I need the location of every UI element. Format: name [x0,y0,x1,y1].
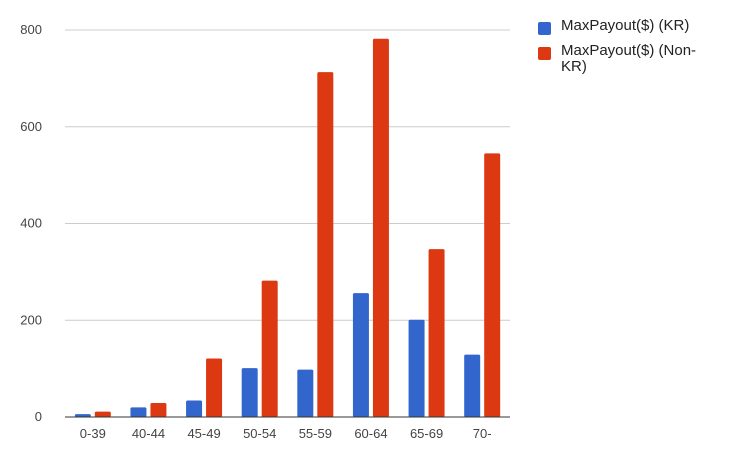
bar-non-kr[interactable] [150,402,167,417]
bar-non-kr[interactable] [94,411,111,417]
y-tick-label: 800 [20,22,42,37]
y-tick-label: 600 [20,119,42,134]
bar-non-kr[interactable] [372,38,389,418]
legend: MaxPayout($) (KR) MaxPayout($) (Non-KR) [538,18,738,83]
bar-kr[interactable] [464,354,481,417]
y-tick-label: 0 [35,409,42,424]
legend-label-kr: MaxPayout($) (KR) [561,17,690,34]
x-tick-label: 65-69 [410,426,443,441]
y-axis-tick-labels: 0 200 400 600 800 [20,22,42,424]
x-tick-label: 55-59 [299,426,332,441]
bar-kr[interactable] [352,293,369,417]
x-tick-label: 60-64 [354,426,387,441]
legend-swatch-kr [538,22,551,35]
bar-non-kr[interactable] [206,358,223,417]
legend-swatch-non-kr [538,47,551,60]
y-tick-label: 400 [20,216,42,231]
bar-non-kr[interactable] [261,280,278,417]
bar-non-kr[interactable] [317,72,334,418]
x-tick-label: 50-54 [243,426,276,441]
legend-label-non-kr: MaxPayout($) (Non-KR) [561,42,697,75]
legend-item-non-kr[interactable]: MaxPayout($) (Non-KR) [538,43,738,75]
x-tick-label: 0-39 [80,426,106,441]
bar-non-kr[interactable] [484,153,501,417]
bar-non-kr[interactable] [428,249,445,417]
x-tick-label: 40-44 [132,426,165,441]
bar-kr[interactable] [74,414,91,417]
bar-kr[interactable] [408,319,425,417]
bar-kr[interactable] [130,407,147,417]
x-tick-label: 45-49 [187,426,220,441]
bars [74,38,501,418]
x-axis-tick-labels: 0-39 40-44 45-49 50-54 55-59 60-64 65-69 70- [80,426,492,441]
bar-kr[interactable] [297,369,314,417]
legend-item-kr[interactable]: MaxPayout($) (KR) [538,18,738,35]
y-tick-label: 200 [20,312,42,327]
bar-kr[interactable] [186,400,203,417]
bar-kr[interactable] [241,368,258,417]
x-tick-label: 70- [473,426,492,441]
